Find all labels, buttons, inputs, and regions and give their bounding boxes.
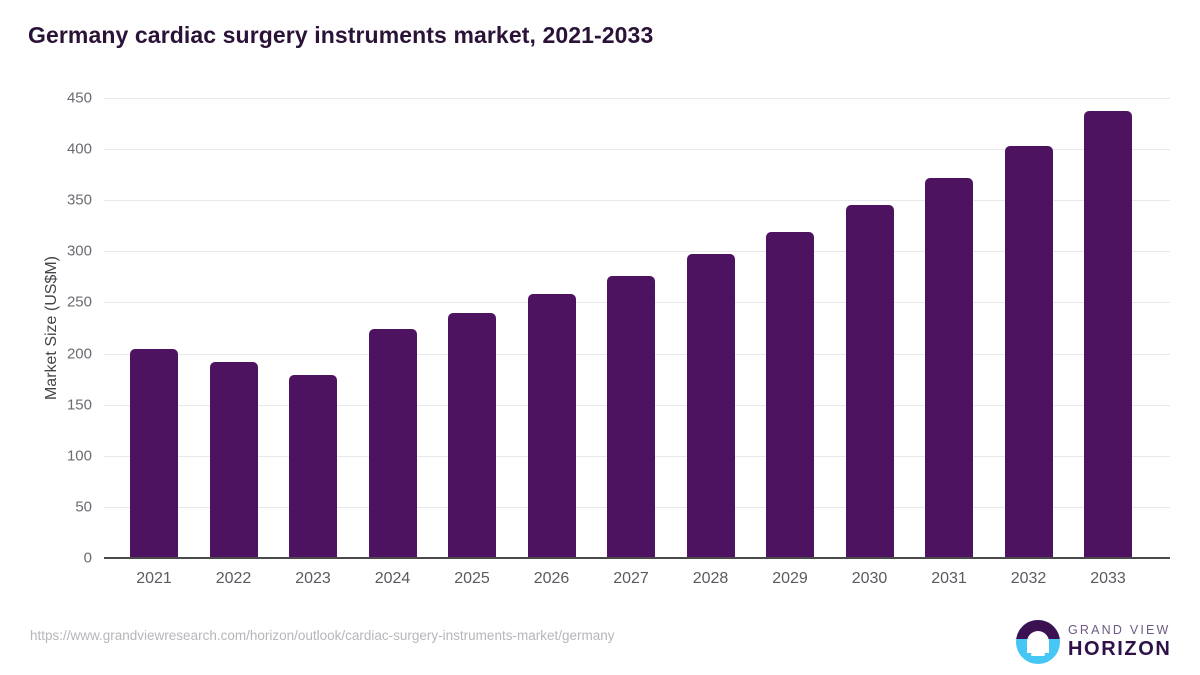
x-axis-tick: 2026 [533, 570, 570, 587]
x-axis-tick: 2030 [851, 570, 888, 587]
y-axis-tick: 450 [66, 89, 92, 107]
y-axis-title: Market Size (US$M) [43, 255, 60, 401]
gridline [104, 200, 1170, 202]
x-axis-tick: 2029 [772, 570, 808, 587]
logo-sun-dome-shape [1027, 631, 1049, 654]
x-axis-line [104, 557, 1170, 559]
x-axis-tick: 2028 [692, 570, 729, 587]
y-axis-tick: 150 [66, 396, 92, 414]
bar[interactable] [766, 231, 814, 558]
y-axis-tick: 50 [75, 498, 92, 516]
bar[interactable] [1004, 146, 1053, 558]
x-axis-tick: 2023 [295, 570, 331, 587]
bar[interactable] [1084, 111, 1132, 558]
x-axis-tick: 2021 [136, 570, 172, 587]
page-title: Germany cardiac surgery instruments mark… [28, 22, 654, 48]
x-axis-tick: 2032 [1010, 570, 1047, 587]
gridline [104, 251, 1170, 253]
bar[interactable] [527, 294, 576, 558]
bar[interactable] [448, 312, 496, 558]
horizon-circle-icon [1016, 620, 1060, 664]
logo-line-1 [1027, 648, 1049, 652]
x-axis-tick: 2031 [931, 570, 967, 587]
bar[interactable] [925, 177, 973, 558]
x-axis-tick: 2024 [374, 570, 411, 587]
bar[interactable] [686, 254, 735, 558]
source-url[interactable]: https://www.grandviewresearch.com/horizo… [30, 628, 615, 643]
bar[interactable] [289, 375, 337, 558]
logo-sky-shape [1016, 620, 1060, 640]
y-axis-tick: 250 [66, 293, 92, 311]
x-axis-tick: 2027 [613, 570, 649, 587]
x-axis-tick: 2033 [1090, 570, 1126, 587]
brand-logo[interactable]: GRAND VIEW HORIZON [1016, 618, 1176, 666]
x-axis-tick: 2022 [215, 570, 252, 587]
logo-line-2 [1031, 653, 1045, 657]
logo-bottom-text: HORIZON [1068, 638, 1172, 660]
x-axis-tick: 2025 [454, 570, 490, 587]
y-axis-tick: 200 [66, 345, 92, 363]
bar[interactable] [607, 275, 655, 558]
y-axis-tick: 300 [66, 242, 92, 260]
bar[interactable] [130, 349, 178, 558]
plot-area [104, 98, 1170, 559]
logo-text: GRAND VIEW HORIZON [1068, 622, 1171, 660]
bar[interactable] [368, 329, 417, 558]
gridline [104, 149, 1170, 151]
bar[interactable] [845, 205, 894, 558]
y-axis-tick: 0 [83, 549, 92, 567]
y-axis-tick: 350 [66, 191, 92, 209]
gridline [104, 98, 1170, 99]
y-axis-tick: 400 [66, 140, 92, 158]
logo-top-text: GRAND VIEW [1068, 623, 1171, 637]
bar[interactable] [209, 361, 258, 558]
y-axis-tick: 100 [66, 447, 92, 465]
